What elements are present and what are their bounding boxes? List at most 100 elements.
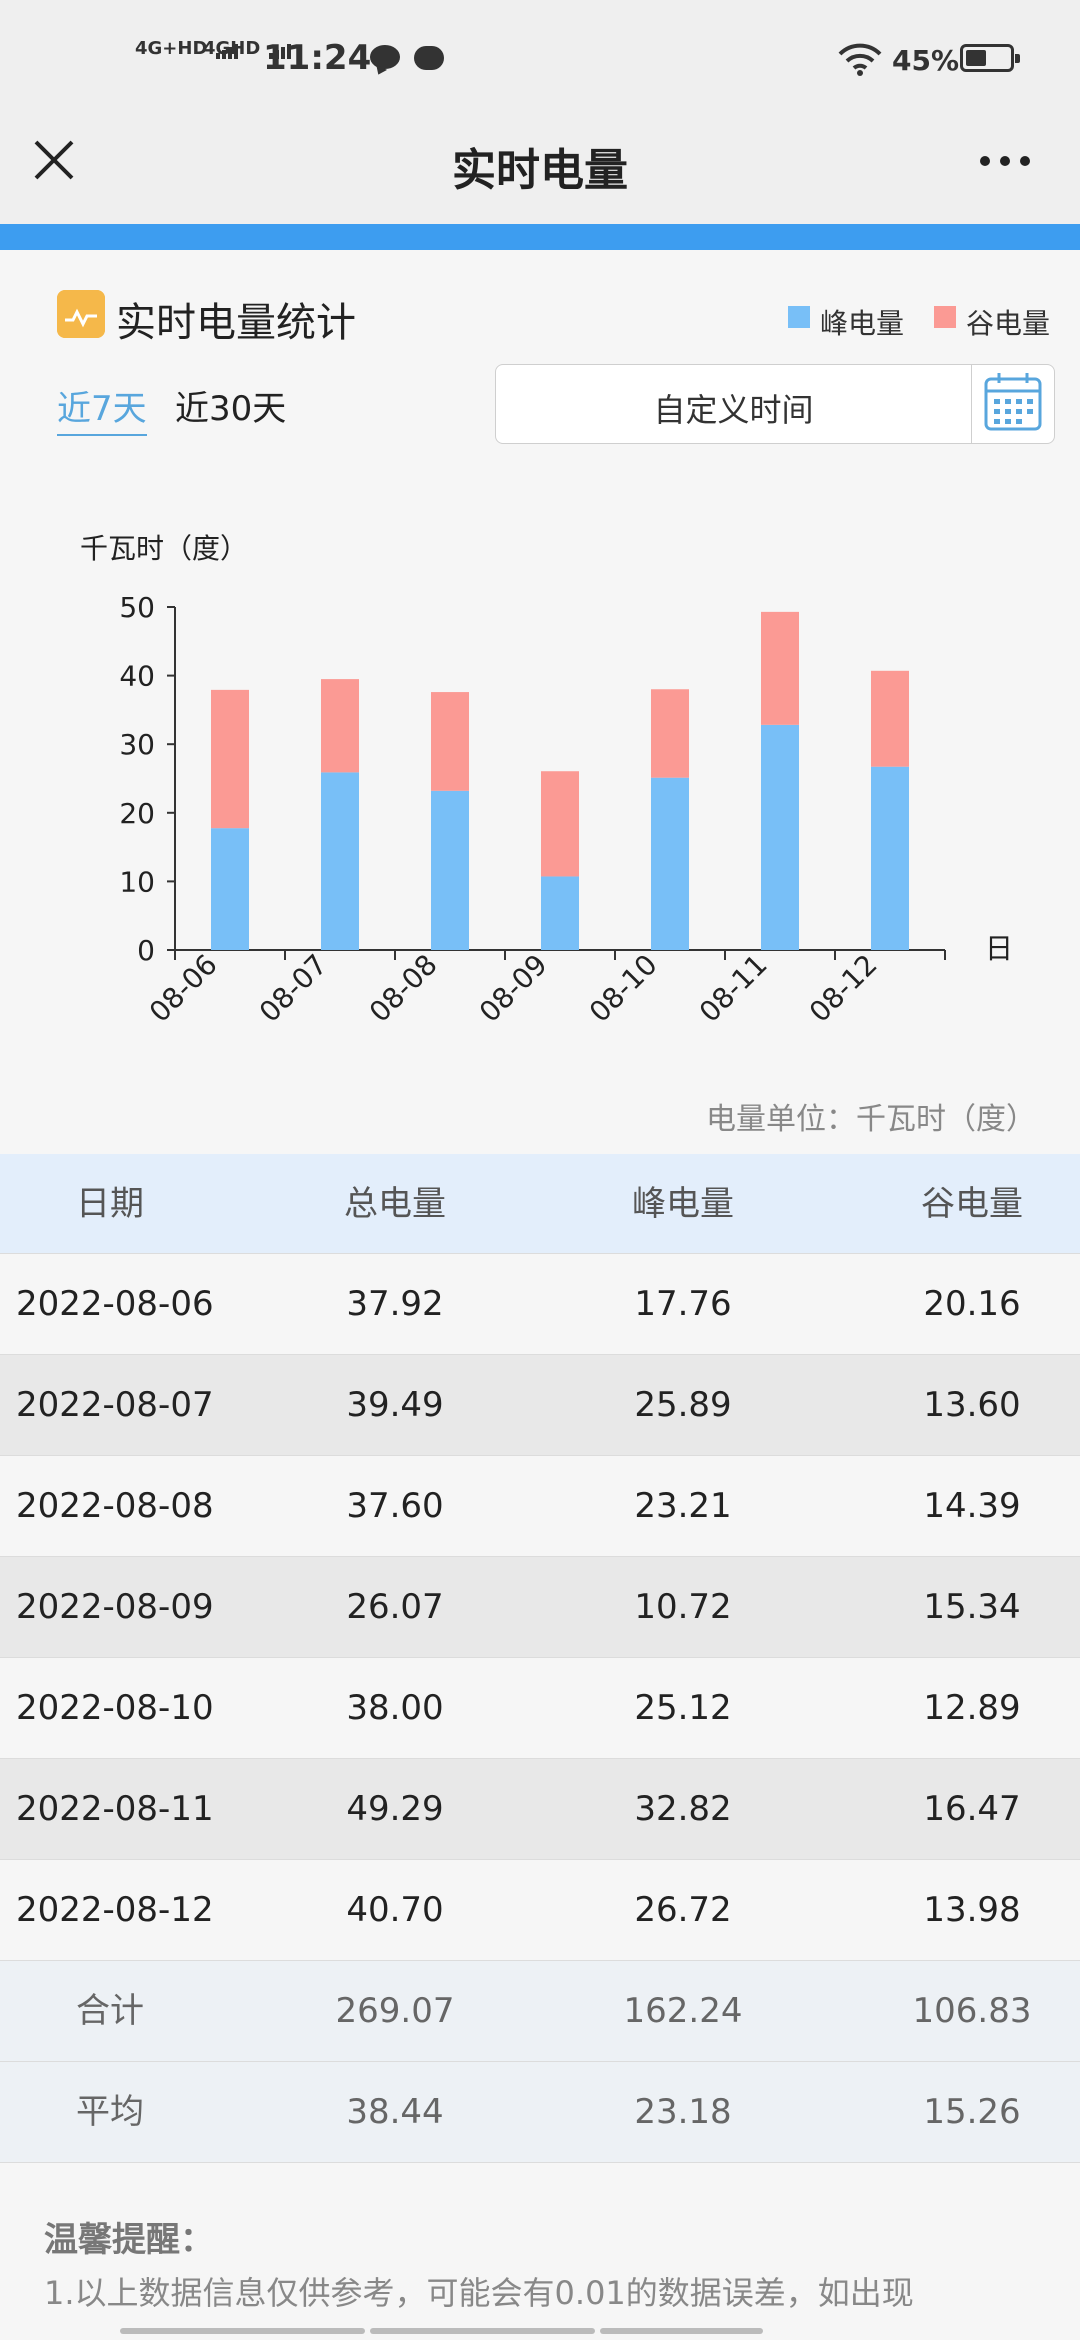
cell-date: 2022-08-08 — [16, 1486, 214, 1526]
status-bar: 4G+HD 4GHD 11:24 45% — [0, 0, 1080, 100]
chart-bar-valley — [321, 679, 359, 773]
chart-x-tick-label: 08-07 — [253, 948, 334, 1029]
tab-last-30-days[interactable]: 近30天 — [175, 389, 287, 429]
cell-valley: 13.60 — [923, 1385, 1021, 1425]
cell-total: 38.44 — [346, 2092, 444, 2132]
cell-total: 269.07 — [335, 1991, 455, 2031]
banner-strip — [0, 224, 1080, 250]
wifi-icon — [838, 43, 882, 76]
legend-swatch-valley — [934, 306, 956, 328]
table-row: 2022-08-09 26.07 10.72 15.34 — [0, 1557, 1080, 1658]
header-date: 日期 — [76, 1184, 144, 1224]
battery-icon — [960, 44, 1020, 72]
cell-peak: 25.89 — [634, 1385, 732, 1425]
table-row: 2022-08-08 37.60 23.21 14.39 — [0, 1456, 1080, 1557]
cell-valley: 14.39 — [923, 1486, 1021, 1526]
cell-valley: 12.89 — [923, 1688, 1021, 1728]
signal-1-label: 4G+HD — [135, 38, 208, 59]
custom-time-label: 自定义时间 — [653, 391, 814, 429]
chart-y-tick-label: 0 — [137, 934, 155, 967]
chart-y-axis-label: 千瓦时（度） — [80, 532, 248, 565]
battery-percentage: 45% — [892, 44, 960, 77]
chart-x-tick-label: 08-10 — [583, 948, 664, 1029]
cell-date: 2022-08-07 — [16, 1385, 214, 1425]
cell-peak: 26.72 — [634, 1890, 732, 1930]
cell-valley: 20.16 — [923, 1284, 1021, 1324]
unit-note: 电量单位：千瓦时（度） — [706, 1102, 1036, 1137]
cell-date: 2022-08-11 — [16, 1789, 214, 1829]
chart-bar-peak — [871, 766, 909, 950]
app-notification-icon — [414, 46, 444, 70]
cell-peak: 162.24 — [623, 1991, 743, 2031]
scroll-indicator — [120, 2328, 960, 2334]
cell-peak: 10.72 — [634, 1587, 732, 1627]
section-title: 实时电量统计 — [116, 300, 356, 346]
cell-total: 38.00 — [346, 1688, 444, 1728]
close-icon[interactable] — [24, 130, 84, 190]
legend-label-valley: 谷电量 — [966, 307, 1051, 340]
chat-notification-icon — [370, 45, 400, 69]
cell-total: 49.29 — [346, 1789, 444, 1829]
chart-x-tick-label: 08-08 — [363, 948, 444, 1029]
cell-total: 37.60 — [346, 1486, 444, 1526]
cell-summary-label: 合计 — [76, 1991, 144, 2031]
header-total: 总电量 — [344, 1184, 446, 1224]
signal-2-label: 4GHD — [203, 38, 261, 59]
chart-y-tick-label: 30 — [119, 728, 155, 761]
chart-x-tick-label: 08-11 — [693, 948, 774, 1029]
chart-bar-valley — [871, 670, 909, 767]
cell-date: 2022-08-06 — [16, 1284, 214, 1324]
chart-x-tick-label: 08-12 — [803, 948, 884, 1029]
cell-valley: 13.98 — [923, 1890, 1021, 1930]
header-peak: 峰电量 — [632, 1184, 734, 1224]
chart-bar-peak — [651, 777, 689, 950]
cell-total: 40.70 — [346, 1890, 444, 1930]
chart-bar-valley — [211, 689, 249, 829]
chart-y-tick-label: 10 — [119, 865, 155, 898]
navigation-bar: 实时电量 — [0, 100, 1080, 224]
cell-summary-label: 平均 — [76, 2092, 144, 2132]
page-title: 实时电量 — [452, 145, 628, 196]
legend-label-peak: 峰电量 — [820, 307, 905, 340]
chart-bar-valley — [541, 771, 579, 877]
custom-time-picker[interactable]: 自定义时间 — [495, 364, 1055, 444]
table-header: 日期 总电量 峰电量 谷电量 — [0, 1154, 1080, 1254]
table-row: 2022-08-11 49.29 32.82 16.47 — [0, 1759, 1080, 1860]
chart-y-tick-label: 20 — [119, 797, 155, 830]
notice-text: 1.以上数据信息仅供参考，可能会有0.01的数据误差，如出现 — [44, 2274, 914, 2312]
chart-bar-peak — [431, 790, 469, 950]
tab-last-7-days[interactable]: 近7天 — [57, 381, 147, 436]
table-row: 2022-08-07 39.49 25.89 13.60 — [0, 1355, 1080, 1456]
cell-date: 2022-08-09 — [16, 1587, 214, 1627]
cell-date: 2022-08-10 — [16, 1688, 214, 1728]
chart-bar-valley — [651, 689, 689, 778]
cell-total: 37.92 — [346, 1284, 444, 1324]
signal-bars-icon — [268, 38, 293, 59]
cell-peak: 23.21 — [634, 1486, 732, 1526]
cell-peak: 23.18 — [634, 2092, 732, 2132]
table-row: 2022-08-06 37.92 17.76 20.16 — [0, 1254, 1080, 1355]
data-table: 日期 总电量 峰电量 谷电量 2022-08-06 37.92 17.76 20… — [0, 1154, 1080, 2163]
cell-total: 39.49 — [346, 1385, 444, 1425]
chart-bar-peak — [321, 772, 359, 950]
cell-valley: 16.47 — [923, 1789, 1021, 1829]
signal-bars-icon — [215, 38, 240, 59]
table-row: 2022-08-12 40.70 26.72 13.98 — [0, 1860, 1080, 1961]
chart-bar-peak — [761, 724, 799, 950]
chart-x-axis-label: 日 — [985, 932, 1013, 965]
calendar-icon[interactable] — [971, 365, 1054, 443]
more-options-icon[interactable] — [970, 130, 1040, 190]
legend-swatch-peak — [788, 306, 810, 328]
table-row-total: 合计 269.07 162.24 106.83 — [0, 1961, 1080, 2062]
table-row: 2022-08-10 38.00 25.12 12.89 — [0, 1658, 1080, 1759]
chart-x-tick-label: 08-09 — [473, 948, 554, 1029]
chart-bar-valley — [431, 692, 469, 791]
chart-bar-peak — [541, 876, 579, 950]
cell-total: 26.07 — [346, 1587, 444, 1627]
cell-peak: 32.82 — [634, 1789, 732, 1829]
header-valley: 谷电量 — [921, 1184, 1023, 1224]
signal-indicator-2: 4GHD — [203, 38, 293, 59]
cell-peak: 25.12 — [634, 1688, 732, 1728]
notice-title: 温馨提醒： — [44, 2220, 214, 2260]
